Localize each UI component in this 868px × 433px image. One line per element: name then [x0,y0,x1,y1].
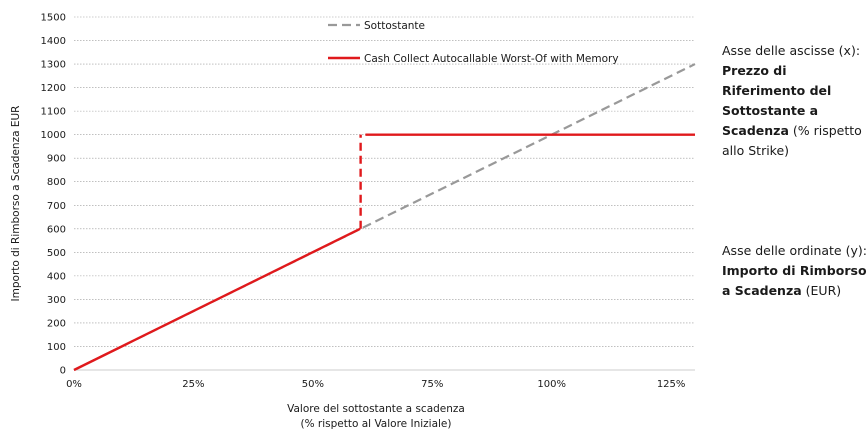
y-tick-label: 1000 [41,130,66,141]
y-desc-bold: Importo di Rimborso a Scadenza [722,263,867,298]
y-tick-label: 600 [47,224,66,235]
series-line-1 [73,227,361,372]
x-tick-label: 75% [421,379,443,390]
x-tick-label: 50% [302,379,324,390]
x-axis-title-line1: Valore del sottostante a scadenza [287,403,465,415]
y-desc-prefix: Asse delle ordinate (y): [722,243,867,258]
y-tick-labels: 0 100 200 300 400 500 600 700 800 900 1000 1100 1200… [41,13,66,377]
y-tick-label: 1400 [41,36,66,47]
y-tick-label: 0 [60,366,66,377]
y-desc-suffix: (EUR) [801,283,842,298]
y-tick-label: 800 [47,177,66,188]
x-tick-label: 125% [657,379,686,390]
series-lines [73,63,696,372]
y-tick-label: 400 [47,271,66,282]
y-axis-title: Importo di Rimborso a Scadenza EUR [10,106,22,302]
x-desc-bold: Prezzo di Riferimento del Sottostante a … [722,63,832,138]
y-tick-label: 1500 [41,13,66,24]
y-tick-label: 300 [47,295,66,306]
x-tick-labels: 0% 25% 50% 75% 100% 125% [66,379,685,390]
y-tick-label: 1200 [41,83,66,94]
x-tick-label: 100% [537,379,566,390]
y-tick-label: 1300 [41,60,66,71]
y-tick-label: 200 [47,318,66,329]
x-axis-description: Asse delle ascisse (x): Prezzo di Riferi… [722,41,868,161]
grid-lines [74,16,695,371]
payoff-chart: 0 100 200 300 400 500 600 700 800 900 1000 1100 1200… [10,13,696,430]
x-tick-label: 25% [182,379,204,390]
y-tick-label: 1100 [41,107,66,118]
y-tick-label: 700 [47,201,66,212]
legend-label-certificate: Cash Collect Autocallable Worst-Of with … [364,53,619,65]
x-desc-suffix: (% rispetto allo Strike) [722,123,862,158]
x-desc-prefix: Asse delle ascisse (x): [722,43,861,58]
x-tick-label: 0% [66,379,82,390]
legend-label-sottostante: Sottostante [364,20,425,32]
y-axis-description: Asse delle ordinate (y): Importo di Rimb… [722,241,868,301]
x-axis-title-line2: (% rispetto al Valore Iniziale) [301,418,452,430]
y-tick-label: 100 [47,342,66,353]
legend: Sottostante Cash Collect Autocallable Wo… [328,20,619,65]
y-tick-label: 900 [47,154,66,165]
y-tick-label: 500 [47,248,66,259]
